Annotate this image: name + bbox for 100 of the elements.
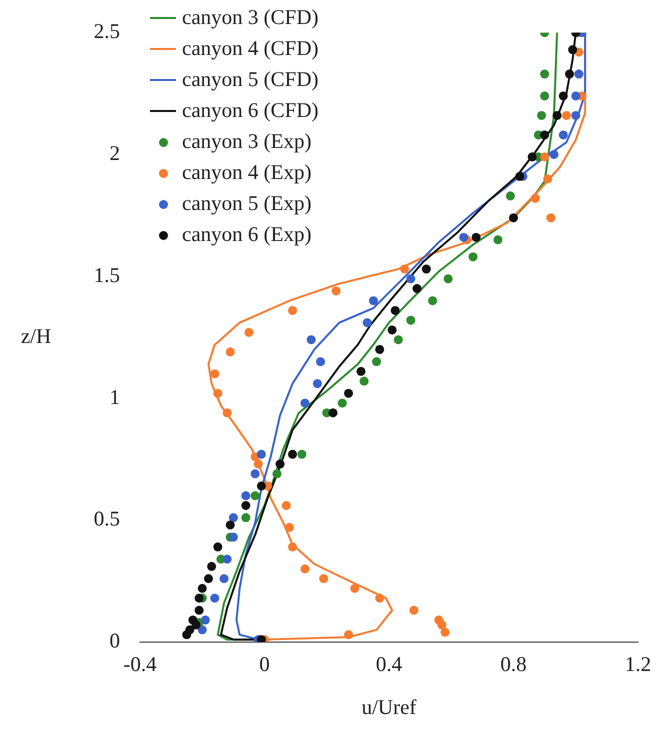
point (241, 500, 250, 510)
point (222, 554, 232, 564)
point (515, 172, 524, 181)
x-tick-label: 0.8 (500, 652, 527, 676)
point (568, 45, 578, 54)
point (406, 274, 416, 284)
y-tick-label: 1.5 (94, 262, 120, 287)
point (412, 284, 422, 294)
point (540, 130, 550, 140)
point (226, 347, 235, 356)
point (549, 150, 558, 159)
point (344, 388, 354, 398)
point (282, 500, 291, 510)
legend-label: canyon 4 (Exp) (182, 159, 312, 186)
point (207, 562, 216, 571)
y-axis-title: z/H (20, 324, 52, 348)
point (194, 606, 204, 615)
legend-label: canyon 6 (Exp) (182, 221, 312, 248)
point (338, 398, 347, 408)
point (493, 235, 502, 244)
y-tick-label: 1 (110, 384, 120, 409)
y-tick-label: 2.5 (94, 19, 120, 44)
point (250, 469, 260, 478)
point (375, 344, 384, 354)
point (272, 469, 282, 478)
legend-label: canyon 5 (Exp) (182, 190, 312, 217)
point (552, 110, 562, 120)
point (400, 264, 410, 274)
point (390, 306, 400, 315)
point (192, 620, 201, 630)
point (543, 174, 552, 184)
point (256, 450, 266, 459)
point (422, 264, 431, 274)
point (459, 232, 468, 242)
point (300, 564, 310, 574)
point (540, 91, 550, 100)
x-tick-label: 1.2 (624, 652, 652, 676)
point (540, 152, 550, 162)
legend-label: canyon 5 (CFD) (182, 66, 318, 93)
y-tick-label: 2 (110, 140, 120, 165)
point (571, 110, 580, 120)
point (241, 491, 250, 500)
point (204, 574, 213, 584)
point (306, 335, 316, 344)
point (356, 366, 366, 376)
point (530, 194, 540, 203)
point (300, 398, 310, 408)
point (546, 213, 556, 222)
point (388, 325, 397, 334)
point (182, 630, 192, 640)
point (228, 513, 238, 522)
point (360, 376, 369, 386)
point (200, 616, 210, 625)
point (319, 574, 328, 584)
point (222, 408, 232, 418)
point (571, 91, 580, 100)
point (350, 584, 360, 593)
legend-label: canyon 3 (Exp) (182, 128, 312, 155)
point (472, 232, 481, 242)
point (256, 481, 266, 490)
point (362, 318, 372, 328)
point (332, 286, 341, 296)
point (506, 191, 515, 200)
point (368, 296, 378, 306)
point (540, 70, 550, 79)
point (562, 110, 571, 120)
point (288, 542, 298, 552)
point (509, 213, 518, 222)
point (328, 408, 338, 418)
point (198, 625, 207, 634)
point (394, 335, 403, 344)
point (220, 574, 229, 584)
point (254, 460, 263, 469)
point (228, 532, 238, 542)
point (528, 152, 537, 162)
point (565, 70, 574, 79)
point (558, 91, 568, 100)
legend-label: canyon 3 (CFD) (182, 4, 318, 31)
point (440, 628, 450, 637)
point (375, 594, 384, 603)
point (210, 369, 220, 378)
point (437, 620, 446, 630)
y-tick-label: 0 (110, 628, 120, 653)
point (284, 522, 294, 532)
point (198, 584, 207, 593)
point (316, 357, 326, 366)
x-tick-label: -0.4 (123, 652, 158, 676)
legend-label: canyon 4 (CFD) (182, 35, 318, 62)
point (468, 252, 478, 262)
point (244, 328, 254, 337)
point (194, 594, 204, 603)
point (409, 606, 418, 615)
legend-label: canyon 6 (CFD) (182, 97, 318, 124)
point (250, 491, 260, 500)
point (213, 388, 222, 398)
point (312, 379, 322, 388)
x-tick-label: 0 (259, 652, 270, 676)
x-axis-title: u/Uref (362, 694, 416, 719)
x-tick-label: 0.4 (376, 652, 403, 676)
y-tick-label: 0.5 (94, 506, 120, 531)
